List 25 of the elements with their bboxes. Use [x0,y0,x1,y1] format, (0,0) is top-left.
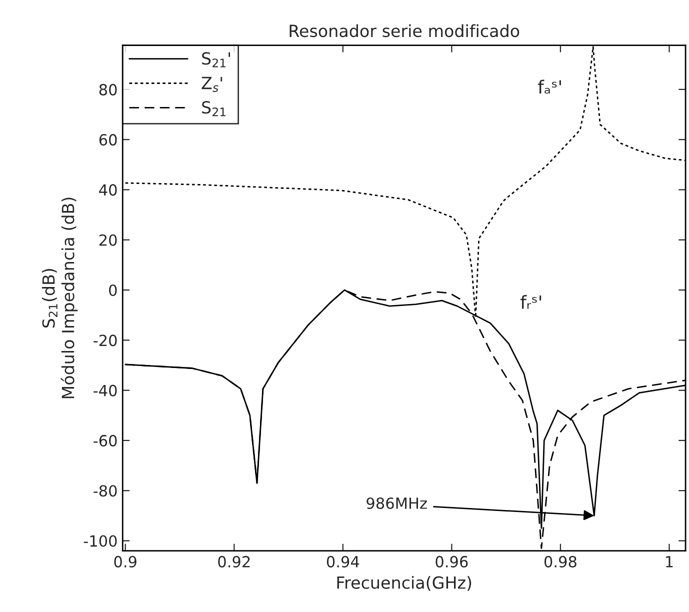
legend-label: S$_{21}$' [202,52,230,68]
x-tick-label: 0.96 [436,556,468,568]
y-tick-label: -80 [94,485,117,497]
annotation: fₐˢ' [538,80,561,94]
annotation: 986MHz [366,497,427,510]
y-tick-label: -60 [94,434,117,446]
y-tick-label: -20 [94,334,117,346]
annotation: fᵣˢ' [520,294,542,309]
y-tick-label: 0 [109,284,117,296]
y-tick-label: 20 [99,234,117,246]
x-tick-label: 0.94 [326,556,360,568]
x-tick-label: 0.98 [544,556,576,568]
legend-label: Z$_{s}$' [202,76,222,92]
y-tick-label: 40 [99,184,117,196]
x-tick-label: 1 [666,556,673,568]
y-axis-title: S$_{21}$(dB) Módulo Impedancia (dB) [42,198,78,398]
x-axis-title: Frecuencia(GHz) [337,576,472,591]
x-tick-label: 0.9 [114,556,136,568]
y-tick-label: 80 [99,84,117,96]
chart-title: Resonador serie modificado [290,24,520,38]
x-tick-label: 0.92 [218,556,250,568]
legend-label: S$_{21}$ [202,101,226,116]
y-tick-label: -40 [94,384,117,396]
y-tick-label: 60 [99,134,117,146]
y-tick-label: -100 [84,535,117,547]
